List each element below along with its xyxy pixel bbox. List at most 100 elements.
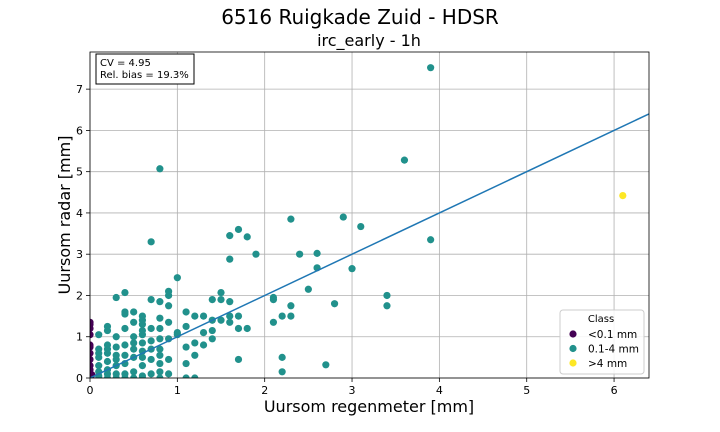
data-point [95, 345, 103, 353]
data-point [147, 370, 155, 378]
data-point [304, 285, 312, 293]
data-point [287, 302, 295, 310]
data-point [278, 312, 286, 320]
legend-title: Class [588, 314, 614, 325]
data-point [156, 165, 164, 173]
data-point [217, 316, 225, 324]
stats-box: CV = 4.95 Rel. bias = 19.3% [95, 53, 195, 85]
data-point [278, 353, 286, 361]
data-point [90, 362, 94, 370]
data-point [165, 318, 173, 326]
chart-title: 6516 Ruigkade Zuid - HDSR [221, 5, 499, 29]
data-point [130, 308, 138, 316]
data-point [121, 308, 129, 316]
data-point [199, 312, 208, 320]
data-point [226, 232, 234, 240]
data-point [156, 314, 164, 322]
data-point [156, 359, 164, 368]
data-point [191, 351, 199, 359]
data-point [383, 291, 391, 300]
data-point [103, 357, 112, 366]
data-point [191, 374, 199, 378]
legend-label: >4 mm [588, 358, 627, 370]
data-point [138, 326, 147, 335]
data-point [156, 345, 164, 353]
data-point [121, 341, 129, 349]
x-tick-label: 1 [174, 384, 181, 397]
data-point [243, 324, 251, 333]
data-point [156, 351, 164, 359]
legend-label: 0.1-4 mm [588, 344, 639, 356]
y-axis-label: Uursom radar [mm] [55, 136, 74, 295]
data-point [357, 222, 365, 231]
data-point [121, 324, 129, 333]
data-point [182, 374, 190, 378]
data-point [130, 374, 138, 378]
stats-cv: CV = 4.95 [100, 58, 151, 69]
data-point [182, 359, 190, 368]
data-point [138, 353, 147, 361]
data-point [199, 341, 208, 349]
data-point [121, 370, 129, 378]
data-point [208, 326, 216, 335]
data-point [400, 156, 409, 164]
data-point [121, 351, 129, 359]
data-point [234, 312, 243, 320]
data-point [95, 331, 103, 339]
data-point [147, 355, 155, 364]
data-point [339, 213, 347, 221]
x-axis-label: Uursom regenmeter [mm] [264, 397, 474, 416]
legend-label: <0.1 mm [588, 329, 637, 341]
data-point [165, 355, 173, 364]
data-point [112, 293, 120, 302]
chart-subtitle: irc_early - 1h [317, 31, 421, 51]
data-point [234, 324, 243, 333]
data-point [287, 215, 295, 223]
data-point [287, 312, 295, 320]
data-point [182, 308, 190, 316]
data-point [130, 318, 138, 326]
legend-marker [569, 344, 577, 353]
data-points [90, 64, 627, 378]
data-point [103, 341, 112, 349]
y-tick-label: 4 [76, 207, 83, 220]
data-point [208, 295, 216, 304]
data-point [90, 349, 94, 357]
data-point [95, 362, 103, 370]
y-tick-label: 3 [76, 248, 83, 261]
fit-line-group [90, 113, 649, 378]
data-point [322, 361, 330, 369]
data-point [147, 324, 155, 333]
data-point [130, 368, 138, 376]
data-point [427, 64, 435, 72]
data-point [165, 287, 173, 295]
ticks: 0 1 2 3 4 5 6 0 1 2 3 4 5 6 7 [76, 83, 618, 397]
data-point [112, 343, 120, 351]
y-tick-label: 7 [76, 83, 83, 96]
x-tick-label: 4 [436, 384, 443, 397]
data-point [619, 192, 627, 200]
data-point [383, 302, 391, 310]
data-point [156, 335, 164, 343]
data-point [138, 312, 147, 320]
data-point [234, 355, 243, 364]
data-point [173, 329, 181, 337]
legend-frame [559, 309, 645, 375]
stats-bias: Rel. bias = 19.3% [100, 70, 189, 81]
x-tick-label: 2 [261, 384, 268, 397]
data-point [199, 329, 208, 337]
fit-line [90, 113, 649, 378]
data-point [234, 225, 243, 234]
data-point [103, 322, 112, 331]
data-point [278, 368, 286, 376]
data-point [147, 295, 155, 304]
data-point [217, 295, 225, 304]
x-tick-label: 5 [523, 384, 530, 397]
plot-frame [89, 51, 650, 379]
y-tick-label: 1 [76, 331, 83, 344]
data-point [130, 333, 138, 341]
data-point [112, 333, 120, 341]
data-point [147, 337, 155, 345]
data-point [182, 343, 190, 351]
